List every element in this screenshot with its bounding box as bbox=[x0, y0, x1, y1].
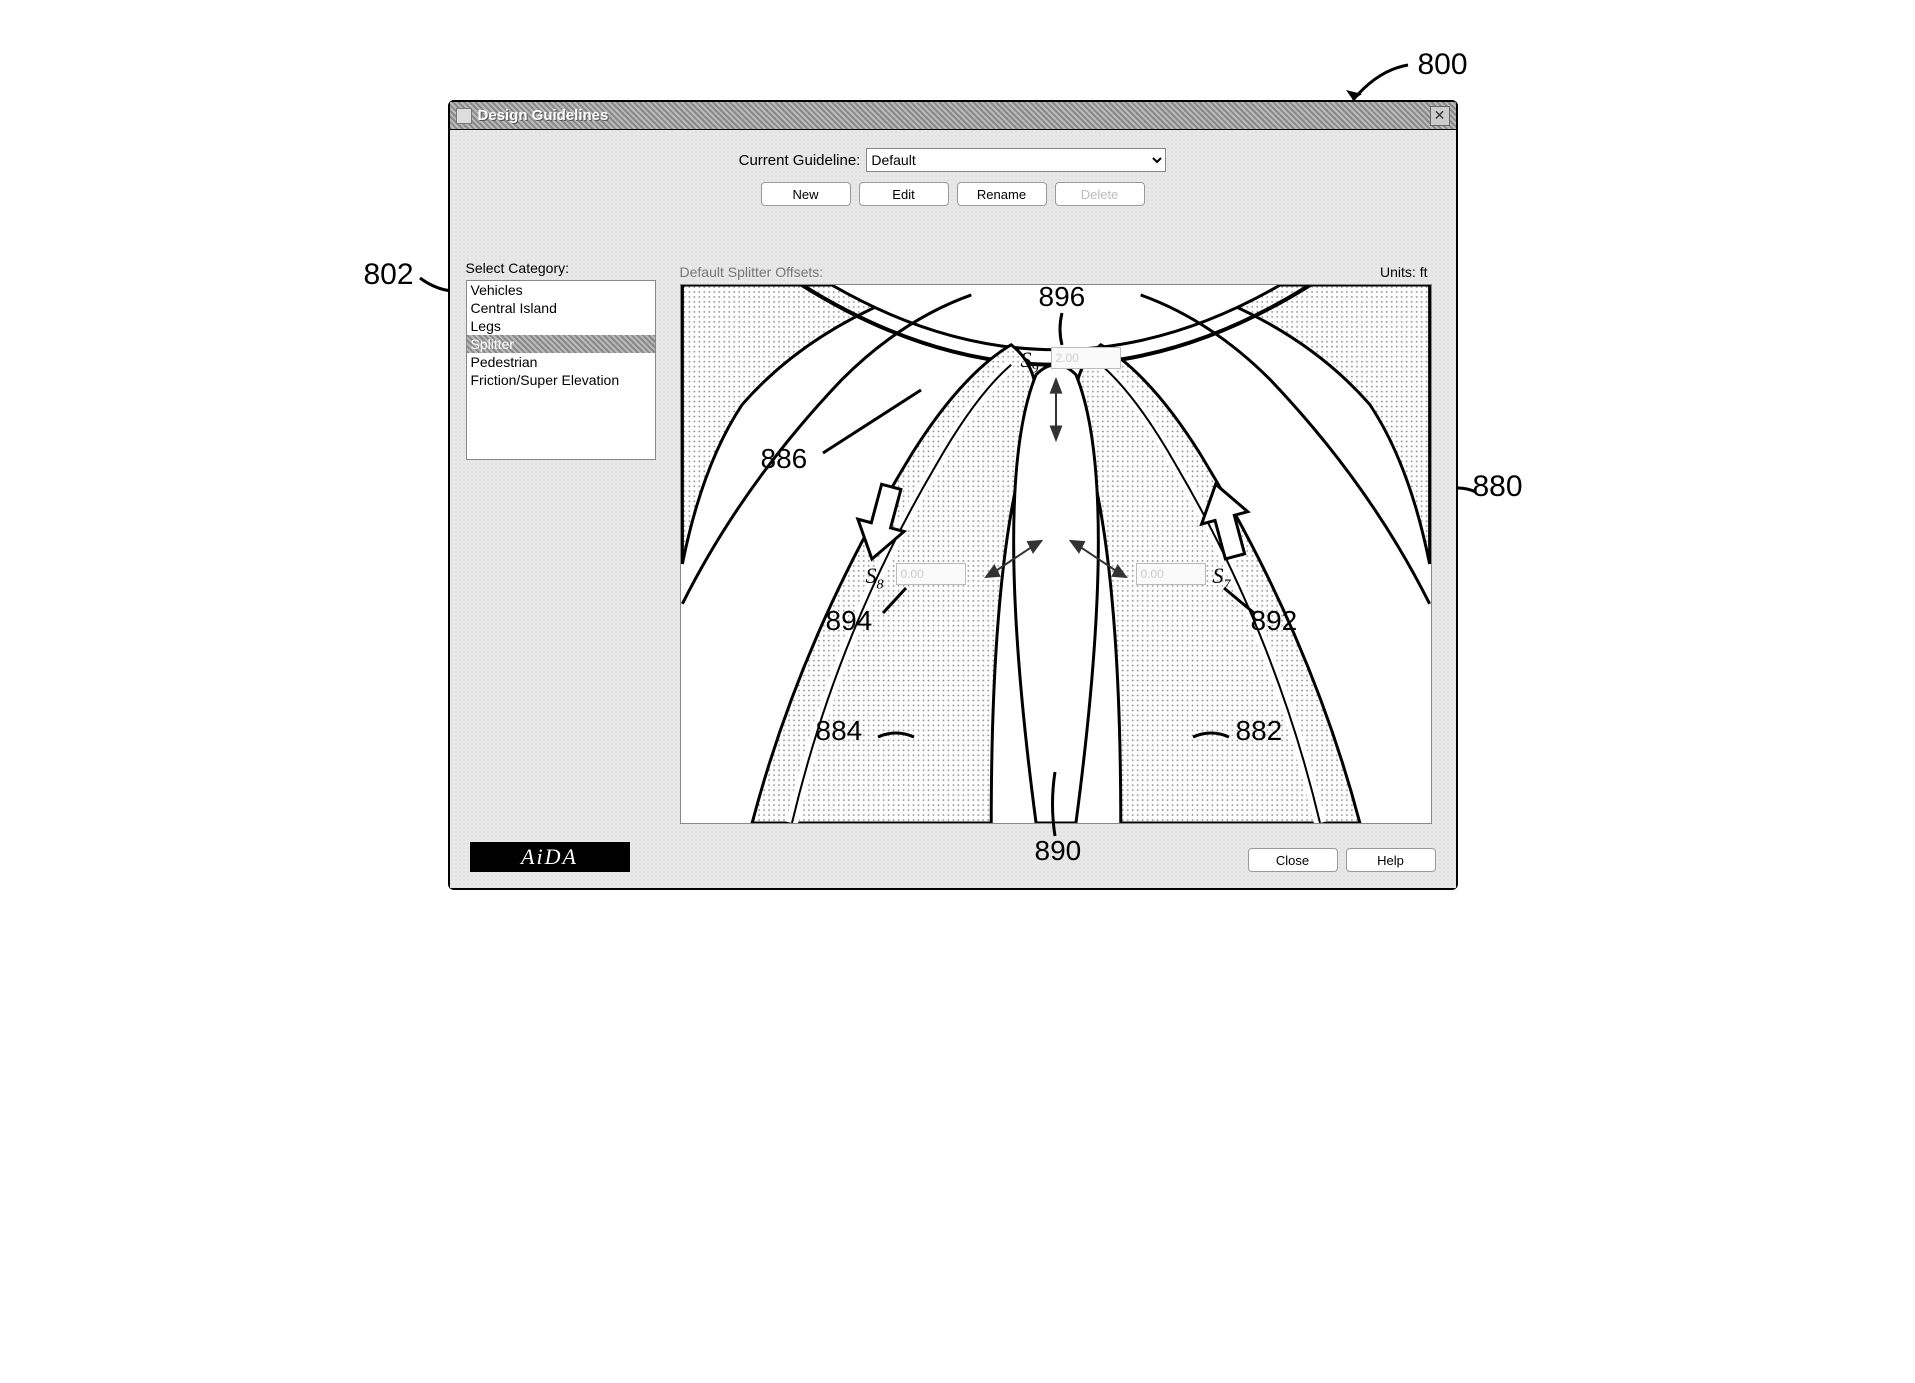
design-guidelines-dialog: Design Guidelines ✕ Current Guideline: D… bbox=[448, 100, 1458, 890]
callout-894: 894 bbox=[826, 605, 873, 637]
callout-886: 886 bbox=[761, 443, 808, 475]
guideline-select[interactable]: Default bbox=[866, 148, 1166, 172]
help-button[interactable]: Help bbox=[1346, 848, 1436, 872]
category-item[interactable]: Vehicles bbox=[467, 281, 655, 299]
rename-button[interactable]: Rename bbox=[957, 182, 1047, 206]
callout-890: 890 bbox=[1035, 835, 1082, 867]
callout-880: 880 bbox=[1473, 470, 1523, 504]
new-button[interactable]: New bbox=[761, 182, 851, 206]
callout-884: 884 bbox=[816, 715, 863, 747]
category-listbox[interactable]: VehiclesCentral IslandLegsSplitterPedest… bbox=[466, 280, 656, 460]
dialog-body: Current Guideline: Default New Edit Rena… bbox=[450, 130, 1456, 888]
close-icon[interactable]: ✕ bbox=[1430, 106, 1450, 126]
offset-s8-input[interactable]: 0.00 bbox=[896, 563, 966, 585]
select-category-label: Select Category: bbox=[466, 260, 570, 276]
guideline-buttons: New Edit Rename Delete bbox=[450, 182, 1456, 206]
callout-882: 882 bbox=[1236, 715, 1283, 747]
guideline-row: Current Guideline: Default bbox=[450, 130, 1456, 172]
offset-s9-input[interactable]: 2.00 bbox=[1051, 347, 1121, 369]
callout-896: 896 bbox=[1039, 284, 1086, 313]
close-button[interactable]: Close bbox=[1248, 848, 1338, 872]
aida-logo: AiDA bbox=[470, 842, 630, 872]
category-item[interactable]: Central Island bbox=[467, 299, 655, 317]
system-menu-icon[interactable] bbox=[456, 108, 472, 124]
current-guideline-label: Current Guideline: bbox=[739, 152, 861, 169]
category-item[interactable]: Legs bbox=[467, 317, 655, 335]
units-label: Units: ft bbox=[1380, 264, 1427, 280]
edit-button[interactable]: Edit bbox=[859, 182, 949, 206]
offset-s8-label: S8 bbox=[866, 563, 884, 593]
dialog-bottom-buttons: Close Help bbox=[1248, 848, 1436, 872]
window-title: Design Guidelines bbox=[478, 107, 609, 124]
delete-button: Delete bbox=[1055, 182, 1145, 206]
category-item[interactable]: Pedestrian bbox=[467, 353, 655, 371]
category-item[interactable]: Splitter bbox=[467, 335, 655, 353]
category-item[interactable]: Friction/Super Elevation bbox=[467, 371, 655, 389]
callout-892: 892 bbox=[1251, 605, 1298, 637]
figure-canvas: 800 802 880 Design Guidelines ✕ Current … bbox=[358, 40, 1558, 940]
offset-s7-label: S7 bbox=[1213, 563, 1231, 593]
callout-802: 802 bbox=[364, 258, 414, 292]
callout-800: 800 bbox=[1418, 48, 1468, 82]
splitter-offsets-panel: S9 2.00 S8 0.00 0.00 S7 896 886 894 bbox=[680, 284, 1432, 824]
offset-s9-label: S9 bbox=[1021, 347, 1039, 377]
titlebar: Design Guidelines ✕ bbox=[450, 102, 1456, 130]
offset-s7-input[interactable]: 0.00 bbox=[1136, 563, 1206, 585]
panel-title: Default Splitter Offsets: bbox=[680, 264, 824, 280]
